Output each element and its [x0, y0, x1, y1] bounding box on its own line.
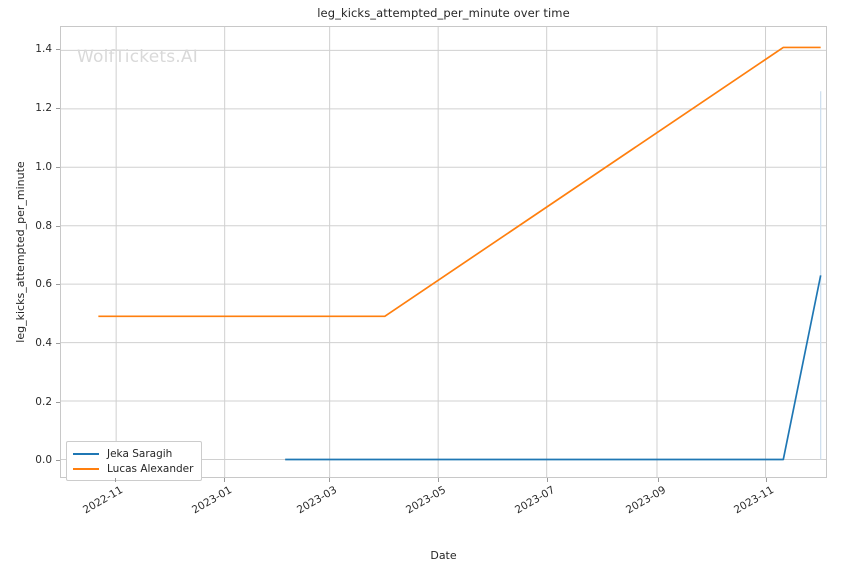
y-tick-mark [56, 225, 60, 227]
chart-title: leg_kicks_attempted_per_minute over time [317, 6, 570, 20]
x-axis-ticks: 2022-11 2023-01 2023-03 2023-05 2023-07 2023-… [0, 484, 844, 540]
legend-label: Jeka Saragih [107, 447, 173, 460]
x-tick-mark [766, 478, 768, 482]
plot-area: WolfTickets.AI [60, 26, 827, 478]
y-tick-mark [56, 460, 60, 462]
x-tick-mark [657, 478, 659, 482]
y-tick-label: 0.0 [35, 454, 52, 467]
y-tick-mark [56, 49, 60, 51]
legend-label: Lucas Alexander [107, 462, 194, 475]
legend-color-swatch [73, 452, 99, 455]
y-tick-label: 1.2 [35, 102, 52, 115]
x-tick-mark [115, 478, 117, 482]
chart-legend: Jeka Saragih Lucas Alexander [66, 441, 203, 481]
series-lines [98, 46, 822, 461]
x-tick-mark [438, 478, 440, 482]
x-tick-mark [329, 478, 331, 482]
y-tick-label: 1.4 [35, 43, 52, 56]
y-tick-mark [56, 284, 60, 286]
y-tick-label: 0.8 [35, 219, 52, 232]
y-tick-mark [56, 342, 60, 344]
x-tick-label: 2022-11 [81, 484, 126, 517]
legend-item[interactable]: Lucas Alexander [73, 461, 193, 476]
x-axis-label: Date [430, 549, 457, 562]
y-tick-label: 0.2 [35, 395, 52, 408]
grid-lines [61, 27, 826, 477]
x-tick-label: 2023-11 [732, 484, 777, 517]
y-tick-label: 0.4 [35, 336, 52, 349]
x-tick-label: 2023-01 [190, 484, 235, 517]
x-tick-label: 2023-03 [295, 484, 340, 517]
y-tick-label: 1.0 [35, 160, 52, 173]
y-axis-label: leg_kicks_attempted_per_minute [14, 161, 27, 343]
y-tick-mark [56, 401, 60, 403]
y-tick-mark [56, 166, 60, 168]
x-tick-mark [546, 478, 548, 482]
y-tick-mark [56, 108, 60, 110]
y-tick-label: 0.6 [35, 278, 52, 291]
x-tick-label: 2023-05 [404, 484, 449, 517]
legend-item[interactable]: Jeka Saragih [73, 446, 193, 461]
y-axis-ticks: 0.0 0.2 0.4 0.6 0.8 1.0 1.2 1.4 [0, 26, 52, 478]
x-tick-label: 2023-07 [512, 484, 557, 517]
x-tick-mark [224, 478, 226, 482]
legend-color-swatch [73, 467, 99, 470]
x-tick-label: 2023-09 [623, 484, 668, 517]
